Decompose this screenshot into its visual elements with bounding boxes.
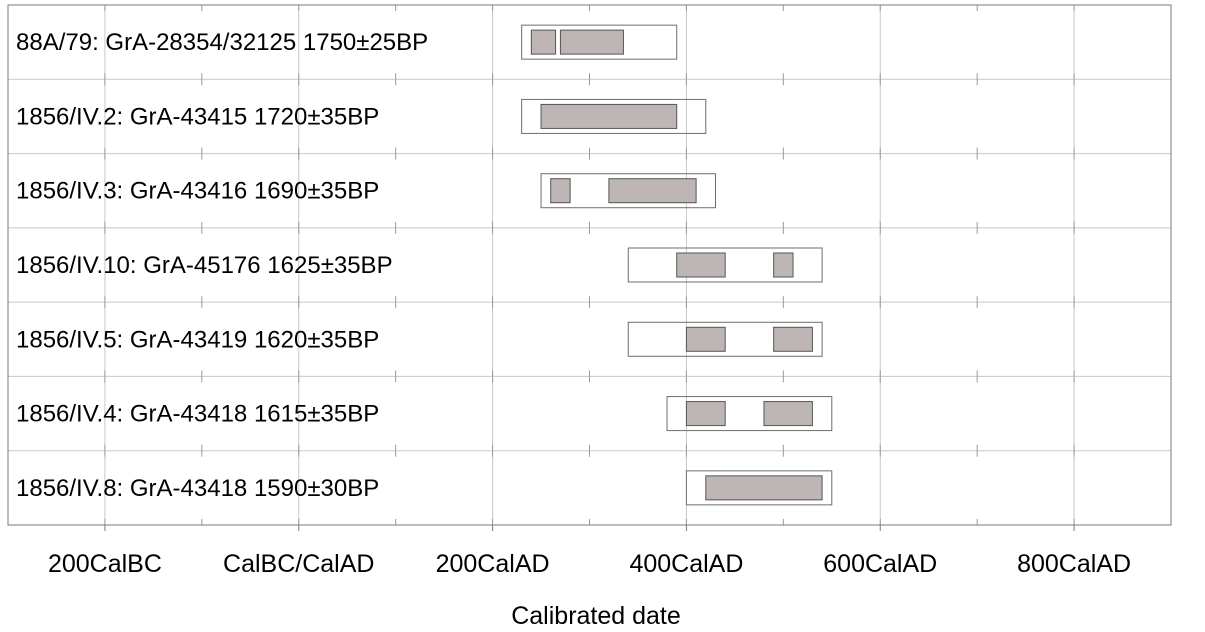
range-1sigma xyxy=(560,30,623,54)
range-1sigma xyxy=(609,179,696,203)
range-1sigma xyxy=(531,30,555,54)
sample-row: 88A/79: GrA-28354/32125 1750±25BP xyxy=(16,25,677,59)
x-tick-label: 400CalAD xyxy=(629,550,743,578)
x-tick-label: CalBC/CalAD xyxy=(223,550,374,578)
range-1sigma xyxy=(541,104,677,128)
x-axis: 200CalBC CalBC/CalAD 200CalAD 400CalAD 600Ca… xyxy=(48,525,1131,578)
sample-row: 1856/IV.4: GrA-43418 1615±35BP xyxy=(16,397,832,431)
sample-label: 1856/IV.5: GrA-43419 1620±35BP xyxy=(16,326,379,353)
x-tick-label: 600CalAD xyxy=(823,550,937,578)
x-tick-label: 800CalAD xyxy=(1017,550,1131,578)
sample-rows: 88A/79: GrA-28354/32125 1750±25BP 1856/IV… xyxy=(16,25,832,505)
sample-label: 1856/IV.10: GrA-45176 1625±35BP xyxy=(16,252,393,279)
x-tick-label: 200CalBC xyxy=(48,550,162,578)
range-1sigma xyxy=(686,327,725,351)
sample-label: 1856/IV.8: GrA-43418 1590±30BP xyxy=(16,475,379,502)
sample-label: 88A/79: GrA-28354/32125 1750±25BP xyxy=(16,29,428,56)
range-1sigma xyxy=(774,253,793,277)
range-1sigma xyxy=(677,253,725,277)
sample-label: 1856/IV.3: GrA-43416 1690±35BP xyxy=(16,178,379,205)
sample-row: 1856/IV.10: GrA-45176 1625±35BP xyxy=(16,248,822,282)
x-tick-label: 200CalAD xyxy=(436,550,550,578)
range-1sigma xyxy=(764,402,812,426)
sample-row: 1856/IV.5: GrA-43419 1620±35BP xyxy=(16,322,822,356)
sample-label: 1856/IV.4: GrA-43418 1615±35BP xyxy=(16,401,379,428)
sample-row: 1856/IV.2: GrA-43415 1720±35BP xyxy=(16,99,706,133)
sample-label: 1856/IV.2: GrA-43415 1720±35BP xyxy=(16,103,379,130)
range-1sigma xyxy=(774,327,813,351)
range-1sigma xyxy=(551,179,570,203)
sample-row: 1856/IV.8: GrA-43418 1590±30BP xyxy=(16,471,832,505)
range-1sigma xyxy=(706,476,822,500)
range-1sigma xyxy=(686,402,725,426)
x-axis-title: Calibrated date xyxy=(511,602,681,630)
sample-row: 1856/IV.3: GrA-43416 1690±35BP xyxy=(16,174,715,208)
